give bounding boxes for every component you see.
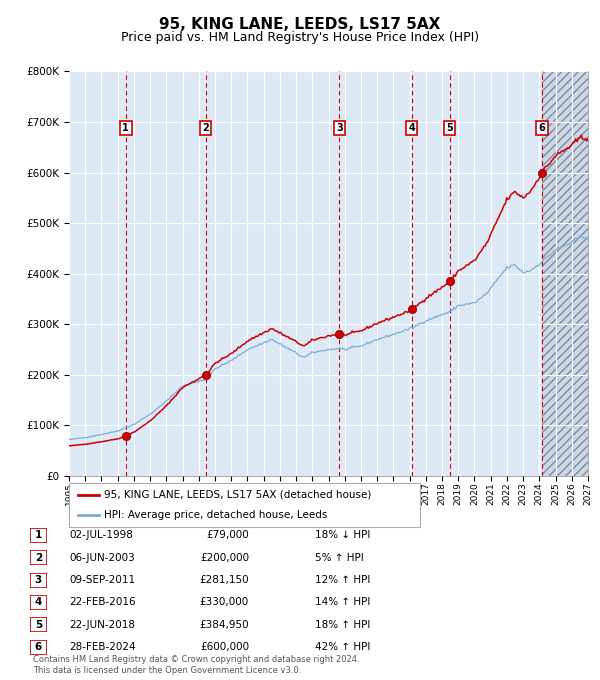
Text: 18% ↑ HPI: 18% ↑ HPI [315, 620, 370, 630]
Text: 09-SEP-2011: 09-SEP-2011 [69, 575, 135, 585]
Text: 42% ↑ HPI: 42% ↑ HPI [315, 643, 370, 652]
Text: £330,000: £330,000 [200, 598, 249, 607]
Text: HPI: Average price, detached house, Leeds: HPI: Average price, detached house, Leed… [104, 510, 328, 520]
Text: 2: 2 [35, 553, 42, 562]
Text: 3: 3 [35, 575, 42, 585]
FancyBboxPatch shape [30, 595, 47, 610]
Text: 95, KING LANE, LEEDS, LS17 5AX (detached house): 95, KING LANE, LEEDS, LS17 5AX (detached… [104, 490, 371, 500]
Text: 06-JUN-2003: 06-JUN-2003 [69, 553, 135, 562]
Text: 4: 4 [35, 598, 42, 607]
Text: 22-FEB-2016: 22-FEB-2016 [69, 598, 136, 607]
Text: £79,000: £79,000 [206, 530, 249, 540]
Text: 1: 1 [35, 530, 42, 540]
FancyBboxPatch shape [30, 528, 47, 543]
Text: 95, KING LANE, LEEDS, LS17 5AX: 95, KING LANE, LEEDS, LS17 5AX [160, 17, 440, 32]
Text: 2: 2 [202, 123, 209, 133]
FancyBboxPatch shape [30, 573, 47, 588]
FancyBboxPatch shape [30, 617, 47, 632]
FancyBboxPatch shape [69, 483, 420, 527]
FancyBboxPatch shape [30, 640, 47, 655]
Text: £281,150: £281,150 [199, 575, 249, 585]
Text: Price paid vs. HM Land Registry's House Price Index (HPI): Price paid vs. HM Land Registry's House … [121, 31, 479, 44]
Bar [542, 71, 588, 476]
Text: 02-JUL-1998: 02-JUL-1998 [69, 530, 133, 540]
Text: 18% ↓ HPI: 18% ↓ HPI [315, 530, 370, 540]
Text: £600,000: £600,000 [200, 643, 249, 652]
Text: 28-FEB-2024: 28-FEB-2024 [69, 643, 136, 652]
Text: 4: 4 [408, 123, 415, 133]
Text: 1: 1 [122, 123, 129, 133]
Text: 5: 5 [446, 123, 453, 133]
Text: 12% ↑ HPI: 12% ↑ HPI [315, 575, 370, 585]
Text: 14% ↑ HPI: 14% ↑ HPI [315, 598, 370, 607]
Text: 5% ↑ HPI: 5% ↑ HPI [315, 553, 364, 562]
Text: 6: 6 [35, 643, 42, 652]
FancyBboxPatch shape [30, 550, 47, 565]
Text: £200,000: £200,000 [200, 553, 249, 562]
Text: 3: 3 [336, 123, 343, 133]
Text: 6: 6 [538, 123, 545, 133]
Text: 22-JUN-2018: 22-JUN-2018 [69, 620, 135, 630]
Text: Contains HM Land Registry data © Crown copyright and database right 2024.
This d: Contains HM Land Registry data © Crown c… [33, 655, 359, 675]
Text: 5: 5 [35, 620, 42, 630]
Text: £384,950: £384,950 [199, 620, 249, 630]
